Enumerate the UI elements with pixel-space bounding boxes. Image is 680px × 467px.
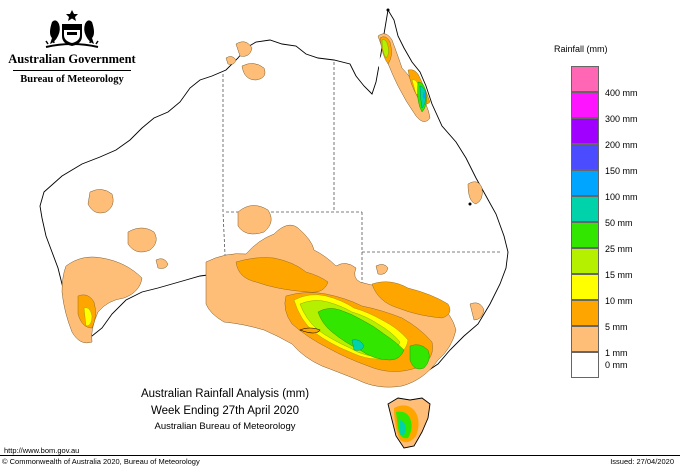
issued-date: Issued: 27/04/2020 [610, 457, 674, 466]
island-dot [468, 202, 472, 206]
rain-nt-top [241, 63, 266, 81]
legend-label: 25 mm [605, 244, 633, 254]
rain-nt-north-1 [235, 41, 253, 57]
legend-swatch [571, 222, 599, 248]
rain-10mm-wa [83, 307, 93, 327]
government-logo: Australian Government Bureau of Meteorol… [8, 8, 136, 85]
rain-wa-inland-3 [155, 258, 169, 269]
legend-swatch [571, 300, 599, 326]
legend-label: 100 mm [605, 192, 638, 202]
rain-nt-north-2 [225, 56, 237, 65]
legend-swatch [571, 170, 599, 196]
legend-label: 10 mm [605, 296, 633, 306]
rain-nsw-5mm [371, 281, 451, 319]
legend-label: 300 mm [605, 114, 638, 124]
bom-url: http://www.bom.gov.au [4, 446, 80, 455]
legend-swatch [571, 118, 599, 144]
rain-100mm-qld [423, 92, 426, 99]
rain-nsw-coast [469, 302, 485, 321]
rain-wa-inland-2 [127, 227, 157, 253]
footer-divider [0, 455, 680, 456]
legend-label: 15 mm [605, 270, 633, 280]
legend-swatch [571, 274, 599, 300]
government-name: Australian Government [8, 52, 136, 66]
wa-border [222, 74, 227, 277]
legend-swatch [571, 92, 599, 118]
legend-label: 0 mm [605, 360, 628, 370]
logo-divider [13, 70, 131, 71]
coat-of-arms-icon [45, 10, 99, 48]
rain-25mm-se [317, 308, 405, 361]
island-dot [386, 8, 390, 12]
map-org: Australian Bureau of Meteorology [154, 421, 296, 432]
rain-sa-5mm [235, 257, 329, 293]
legend-label: 150 mm [605, 166, 638, 176]
legend-swatch [571, 352, 599, 378]
rain-sa-north [237, 205, 272, 235]
legend-swatch [571, 66, 599, 92]
legend-swatch [571, 248, 599, 274]
legend-label: 1 mm [605, 348, 628, 358]
legend-swatch [571, 196, 599, 222]
rain-nsw-inland [375, 264, 389, 275]
rain-sw-wa-1mm [61, 256, 143, 344]
map-title: Australian Rainfall Analysis (mm) [140, 388, 310, 400]
legend-swatch [571, 326, 599, 352]
copyright-notice: © Commonwealth of Australia 2020, Bureau… [2, 457, 200, 466]
map-week: Week Ending 27th April 2020 [150, 405, 300, 417]
legend-label: 400 mm [605, 88, 638, 98]
legend-label: 5 mm [605, 322, 628, 332]
rain-25mm-gippsland [409, 344, 430, 370]
legend-swatch [571, 144, 599, 170]
rain-15mm-cape [381, 39, 389, 59]
kangaroo-island [299, 327, 321, 334]
legend-label: 200 mm [605, 140, 638, 150]
rain-wa-inland-1 [87, 189, 114, 214]
legend-label: 50 mm [605, 218, 633, 228]
bureau-name: Bureau of Meteorology [20, 74, 124, 85]
rain-50mm-vic [351, 339, 365, 351]
legend-title: Rainfall (mm) [554, 44, 608, 54]
rain-qld-east [467, 181, 483, 205]
